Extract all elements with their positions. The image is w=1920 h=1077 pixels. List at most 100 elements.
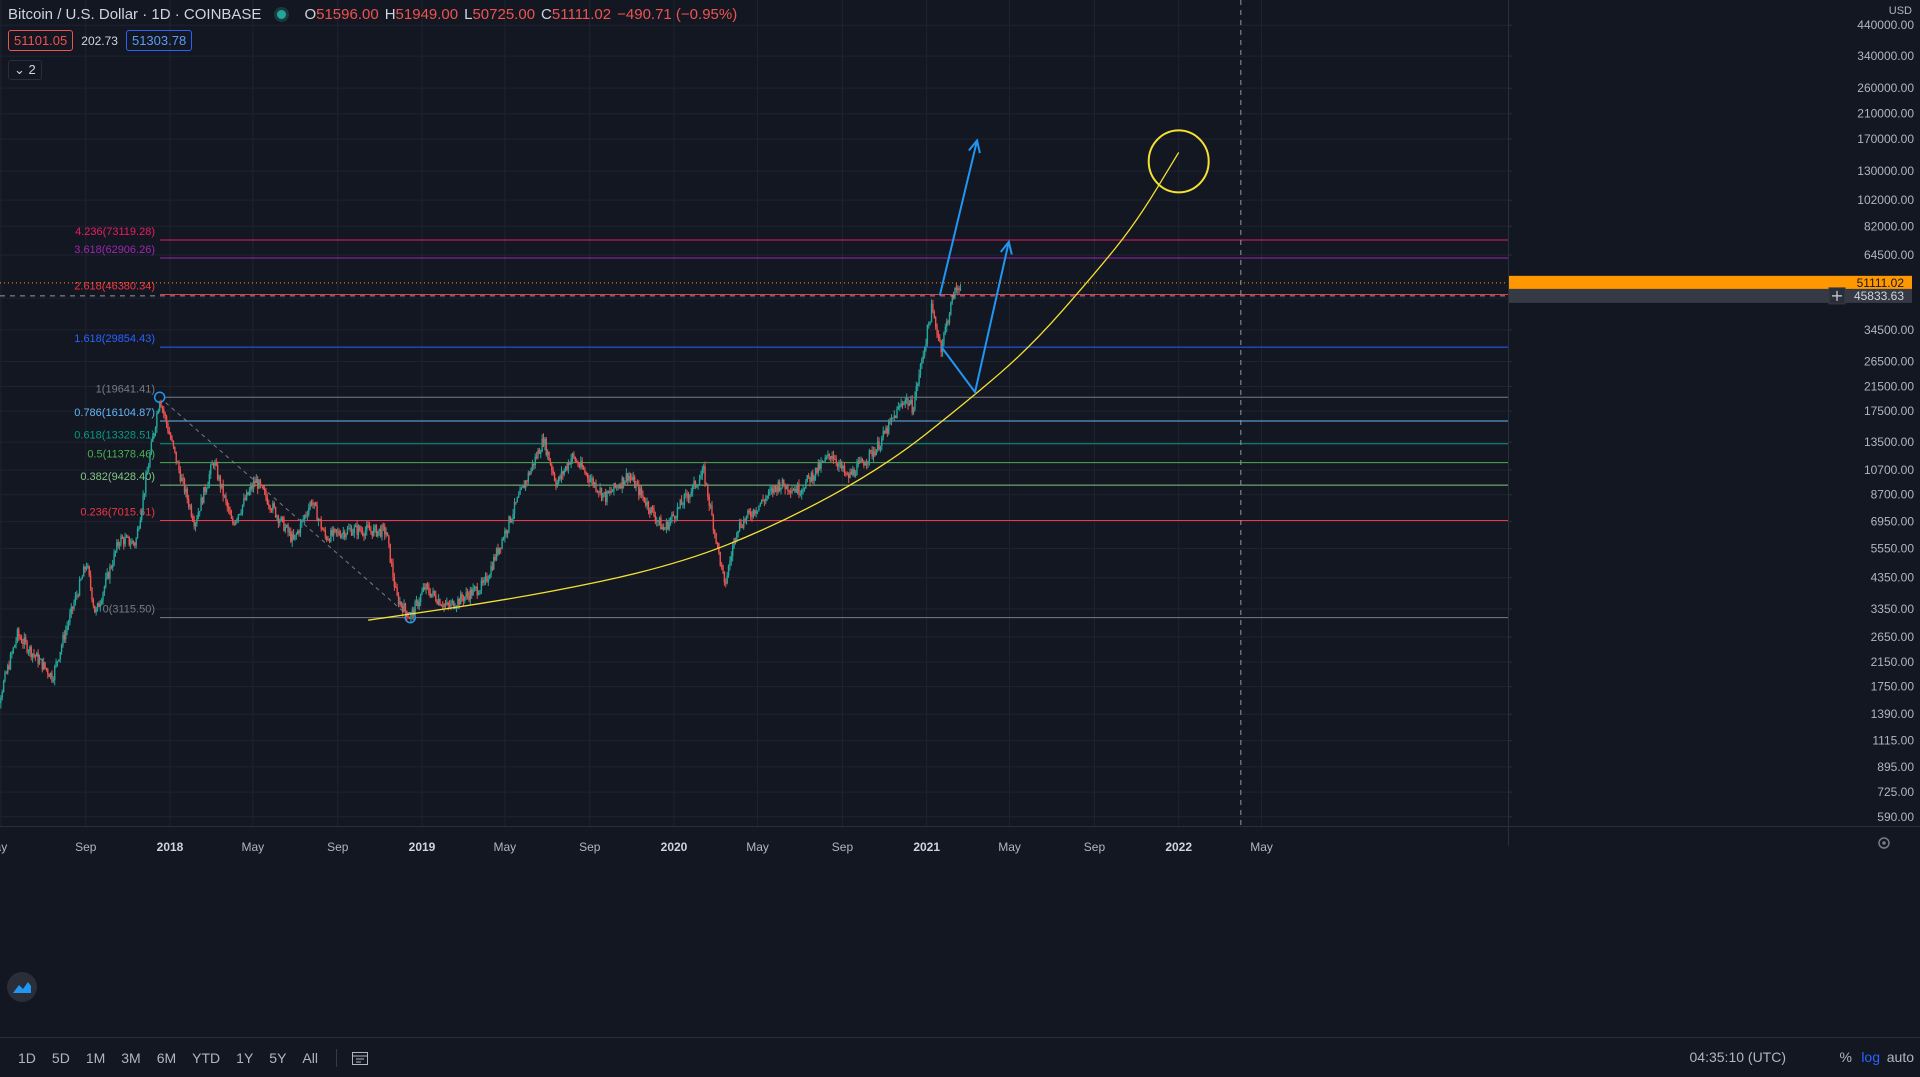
candle-body bbox=[76, 595, 77, 596]
candle-body bbox=[72, 607, 73, 609]
candle-body bbox=[130, 544, 131, 545]
candle-body bbox=[356, 525, 357, 534]
timeframe-3m[interactable]: 3M bbox=[113, 1050, 148, 1066]
candle-body bbox=[409, 618, 410, 619]
candle-body bbox=[202, 498, 203, 504]
candle-body bbox=[707, 484, 708, 497]
candle-body bbox=[557, 483, 558, 487]
candle-body bbox=[24, 637, 25, 644]
candle-body bbox=[318, 519, 319, 521]
percent-scale-toggle[interactable]: % bbox=[1840, 1049, 1852, 1065]
candle-body bbox=[555, 480, 556, 486]
candle-body bbox=[709, 497, 710, 506]
candle-body bbox=[891, 418, 892, 421]
timeframe-1m[interactable]: 1M bbox=[78, 1050, 113, 1066]
candle-body bbox=[319, 519, 320, 520]
candle-body bbox=[840, 462, 841, 464]
candle-body bbox=[222, 484, 223, 496]
timeframe-6m[interactable]: 6M bbox=[149, 1050, 184, 1066]
timeframe-ytd[interactable]: YTD bbox=[184, 1050, 228, 1066]
utc-clock[interactable]: 04:35:10 (UTC) bbox=[1690, 1049, 1786, 1065]
price-tick-label: 3350.00 bbox=[1871, 602, 1915, 616]
candle-body bbox=[678, 507, 679, 508]
candle-body bbox=[710, 505, 711, 506]
indicators-toggle[interactable]: ⌄ 2 bbox=[8, 60, 42, 80]
tradingview-logo-icon[interactable] bbox=[7, 972, 37, 1002]
candle-body bbox=[71, 607, 72, 614]
price-chart[interactable]: 0(3115.50)0.236(7015.61)0.382(9428.40)0.… bbox=[0, 0, 1920, 1037]
candle-body bbox=[173, 441, 174, 447]
candle-body bbox=[211, 464, 212, 465]
candle-body bbox=[907, 399, 908, 406]
candle-body bbox=[314, 503, 315, 505]
candle-body bbox=[209, 474, 210, 484]
candle-body bbox=[738, 531, 739, 533]
candle-body bbox=[696, 486, 697, 487]
candle-body bbox=[151, 442, 152, 454]
candle-body bbox=[765, 498, 766, 502]
timeframe-5d[interactable]: 5D bbox=[44, 1050, 78, 1066]
candle-body bbox=[240, 512, 241, 514]
candle-body bbox=[147, 472, 148, 475]
candle-body bbox=[517, 498, 518, 503]
candle-body bbox=[171, 439, 172, 441]
candle-body bbox=[68, 622, 69, 626]
candle-body bbox=[695, 481, 696, 487]
spread-value: 202.73 bbox=[81, 34, 118, 48]
price-tick-label: 210000.00 bbox=[1857, 107, 1914, 121]
candle-body bbox=[124, 538, 125, 545]
candle-body bbox=[943, 333, 944, 344]
indicators-count: 2 bbox=[29, 62, 36, 77]
candle-body bbox=[900, 403, 901, 406]
candle-body bbox=[855, 475, 856, 476]
candle-body bbox=[316, 506, 317, 521]
timeframe-5y[interactable]: 5Y bbox=[261, 1050, 294, 1066]
timeframe-all[interactable]: All bbox=[294, 1050, 326, 1066]
candle-body bbox=[236, 519, 237, 521]
candle-body bbox=[511, 519, 512, 522]
symbol-title[interactable]: Bitcoin / U.S. Dollar · 1D · COINBASE bbox=[8, 6, 261, 23]
candle-body bbox=[349, 528, 350, 529]
candle-body bbox=[829, 454, 830, 456]
candle-body bbox=[761, 500, 762, 504]
candle-body bbox=[373, 528, 374, 536]
candle-body bbox=[507, 530, 508, 533]
candle-body bbox=[315, 503, 316, 506]
calendar-icon[interactable] bbox=[351, 1050, 369, 1066]
candle-body bbox=[263, 485, 264, 489]
candle-body bbox=[181, 478, 182, 481]
candle-body bbox=[340, 535, 341, 538]
candle-body bbox=[670, 519, 671, 522]
price-tick-label: 8700.00 bbox=[1871, 488, 1915, 502]
timeframe-1d[interactable]: 1D bbox=[10, 1050, 44, 1066]
candle-body bbox=[673, 514, 674, 516]
candle-body bbox=[615, 483, 616, 487]
candle-body bbox=[334, 529, 335, 530]
candle-body bbox=[363, 535, 364, 537]
candle-body bbox=[932, 304, 933, 312]
candle-body bbox=[862, 459, 863, 462]
candle-body bbox=[377, 531, 378, 536]
candle-body bbox=[656, 521, 657, 522]
candle-body bbox=[261, 485, 262, 486]
candle-body bbox=[436, 601, 437, 604]
candle-body bbox=[329, 539, 330, 541]
candle-body bbox=[307, 515, 308, 516]
price-tick-label: 1750.00 bbox=[1871, 680, 1915, 694]
auto-scale-toggle[interactable]: auto bbox=[1887, 1049, 1914, 1065]
add-alert-plus-icon[interactable] bbox=[1829, 288, 1845, 304]
bid-button[interactable]: 51101.05 bbox=[8, 30, 73, 51]
candle-body bbox=[909, 404, 910, 406]
candle-body bbox=[853, 469, 854, 475]
candle-body bbox=[838, 464, 839, 467]
ask-button[interactable]: 51303.78 bbox=[126, 30, 192, 51]
candle-body bbox=[29, 647, 30, 652]
candle-body bbox=[905, 400, 906, 404]
candle-body bbox=[384, 526, 385, 534]
candle-body bbox=[187, 489, 188, 499]
log-scale-toggle[interactable]: log bbox=[1861, 1049, 1880, 1065]
timeframe-1y[interactable]: 1Y bbox=[228, 1050, 261, 1066]
candle-body bbox=[848, 474, 849, 478]
candle-body bbox=[637, 484, 638, 485]
candle-body bbox=[895, 415, 896, 418]
